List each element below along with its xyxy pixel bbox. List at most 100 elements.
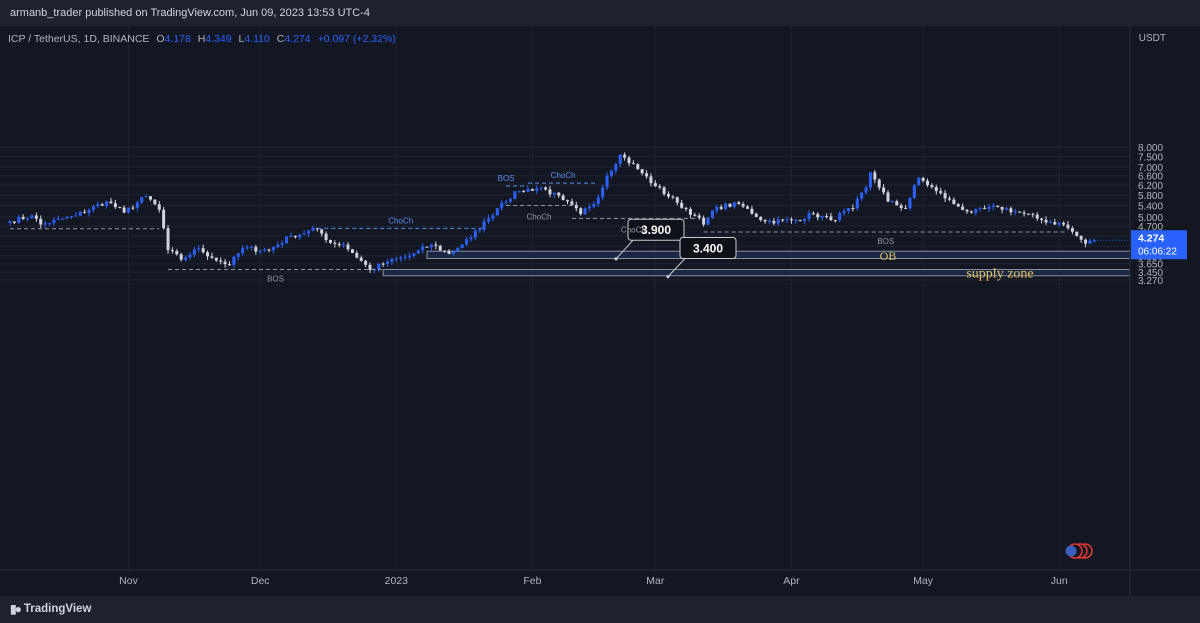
high-label: H [197,33,206,45]
candle [276,244,280,248]
callout-value: 3.400 [693,242,723,256]
candle [513,191,517,200]
candle [135,202,139,208]
x-tick-label: Nov [119,575,138,587]
candle [83,211,87,213]
candle [961,206,965,210]
candle [895,201,899,206]
candle [298,234,302,238]
structure-label: ChoCh [388,216,413,225]
candle [504,201,508,203]
candle [728,203,732,207]
candle [574,204,578,209]
candlestick-chart[interactable]: OB 3.900 supply zone 3.400 BOS ChoCh BOS ChoCh C… [0,26,1200,596]
candle [789,219,793,221]
candle [1013,211,1017,213]
y-tick-label: 6.600 [1138,172,1163,183]
candle [653,183,657,187]
candle [803,218,807,221]
candle [148,196,152,200]
candle [855,198,859,209]
candle [978,208,982,210]
candle [983,208,987,210]
candle [1000,206,1004,210]
candle [179,254,183,260]
candle [618,154,622,165]
brand-label: TradingView [23,603,92,615]
candle [1048,222,1052,224]
candle [662,187,666,195]
last-price-value: 4.274 [1138,232,1164,244]
candle [715,206,719,211]
axis-unit-label: USDT [1139,33,1166,44]
y-tick-label: 3.450 [1138,268,1163,279]
candle [991,205,995,207]
candle [680,202,684,208]
candle [122,207,126,213]
candle [741,204,745,207]
candle [864,187,868,193]
candle [346,244,350,250]
candle [1009,208,1013,213]
y-tick-label: 7.000 [1138,163,1163,174]
candle [118,207,122,209]
candle [860,192,864,199]
candle [412,253,416,256]
candle [890,201,894,203]
callout-box [627,218,685,241]
candle [667,194,670,197]
candle [548,189,552,195]
chart-area[interactable]: OB 3.900 supply zone 3.400 BOS ChoCh BOS ChoCh C… [0,26,1200,596]
candle [65,216,69,219]
publisher-text: armanb_trader published on TradingView.c… [10,7,370,19]
high-value: 4.349 [205,33,232,45]
candle [794,219,798,221]
candle [974,209,978,213]
zone-ob [426,250,1145,259]
callout-box [679,237,737,260]
candle [206,252,210,257]
candle [627,157,631,164]
candle [69,215,73,217]
us-flag-icon [1065,545,1077,557]
candle [478,229,482,231]
x-tick-label: 2023 [385,575,409,587]
x-tick-label: Apr [783,575,800,587]
bar-countdown: 06:06:22 [1138,246,1177,257]
callout-pointer [615,238,635,260]
x-tick-label: Feb [523,575,541,587]
candle [530,188,534,191]
candle [1053,222,1057,225]
candle [917,177,921,186]
candle [469,237,473,240]
candle [337,243,341,246]
candle [249,246,253,248]
candle [631,163,635,165]
candle [587,206,591,209]
zone-label: supply zone [966,267,1033,282]
candle [759,216,763,220]
candle [131,207,135,209]
candle [934,187,938,192]
candle [833,219,837,221]
candle [403,256,407,258]
candle [157,204,161,210]
candle [425,246,429,248]
x-tick-label: Dec [251,575,270,587]
candle [688,209,692,215]
candle [232,256,236,265]
candle [746,206,750,209]
candle [214,257,218,261]
candle [908,197,912,209]
tradingview-logo[interactable]: ▮● TradingView [10,602,91,616]
x-tick-label: Mar [646,575,665,587]
candle [219,260,223,262]
candle [693,214,697,216]
candle [166,228,170,251]
candle [390,258,394,262]
candle [188,254,192,258]
candle [921,177,925,181]
structure-label: BOS [498,174,515,183]
candle [127,207,131,213]
candle [675,197,679,203]
